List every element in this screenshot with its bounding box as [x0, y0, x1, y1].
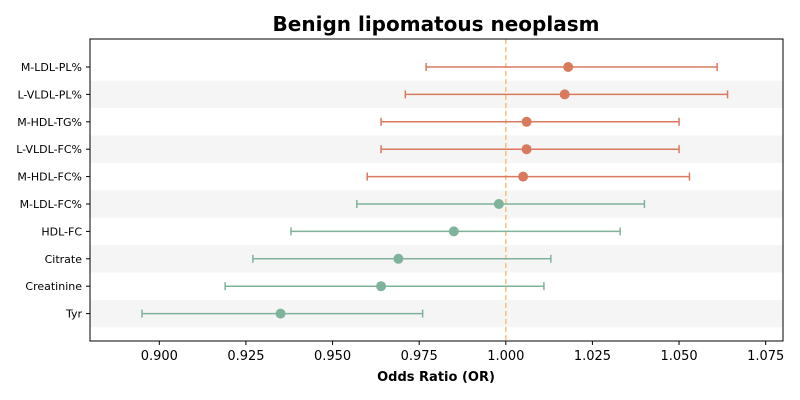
- odds-ratio-points: [275, 62, 574, 319]
- x-tick-label: 0.900: [141, 349, 178, 364]
- or-point-Citrate: [393, 253, 404, 264]
- x-axis: 0.900 0.925 0.950 0.975 1.000 1.025 1.050 1.075: [141, 341, 784, 364]
- or-point-L-VLDL-FC%: [521, 144, 532, 155]
- plot-frame: [89, 38, 784, 342]
- or-point-Tyr: [275, 308, 286, 319]
- or-point-M-HDL-FC%: [518, 171, 529, 182]
- y-tick-label: Citrate: [45, 253, 83, 266]
- x-axis-label: Odds Ratio (OR): [377, 370, 495, 385]
- or-point-L-VLDL-PL%: [559, 89, 570, 100]
- x-tick-label: 1.075: [747, 349, 784, 364]
- y-tick-label: M-HDL-FC%: [17, 171, 82, 184]
- x-tick-label: 0.975: [401, 349, 438, 364]
- or-point-M-LDL-PL%: [563, 62, 574, 72]
- or-point-Creatinine: [376, 281, 387, 292]
- or-point-HDL-FC: [448, 226, 459, 237]
- y-axis: M-LDL-PL% L-VLDL-PL% M-HDL-TG% L-VLDL-FC% M-…: [16, 61, 90, 321]
- x-tick-label: 0.950: [314, 349, 351, 364]
- x-tick-label: 1.050: [660, 349, 697, 364]
- y-tick-label: L-VLDL-PL%: [17, 88, 82, 101]
- chart-title: Benign lipomatous neoplasm: [273, 12, 600, 36]
- y-tick-label: M-LDL-FC%: [20, 198, 82, 211]
- y-tick-label: HDL-FC: [41, 225, 82, 238]
- or-point-M-LDL-FC%: [493, 199, 504, 209]
- y-tick-label: Tyr: [65, 308, 83, 321]
- or-point-M-HDL-TG%: [521, 116, 532, 127]
- y-tick-label: M-LDL-PL%: [21, 61, 82, 74]
- y-tick-label: Creatinine: [25, 280, 82, 293]
- x-tick-label: 1.000: [487, 349, 524, 364]
- x-tick-label: 0.925: [227, 349, 264, 364]
- x-tick-label: 1.025: [574, 349, 611, 364]
- y-tick-label: M-HDL-TG%: [17, 116, 82, 129]
- y-tick-label: L-VLDL-FC%: [16, 143, 82, 156]
